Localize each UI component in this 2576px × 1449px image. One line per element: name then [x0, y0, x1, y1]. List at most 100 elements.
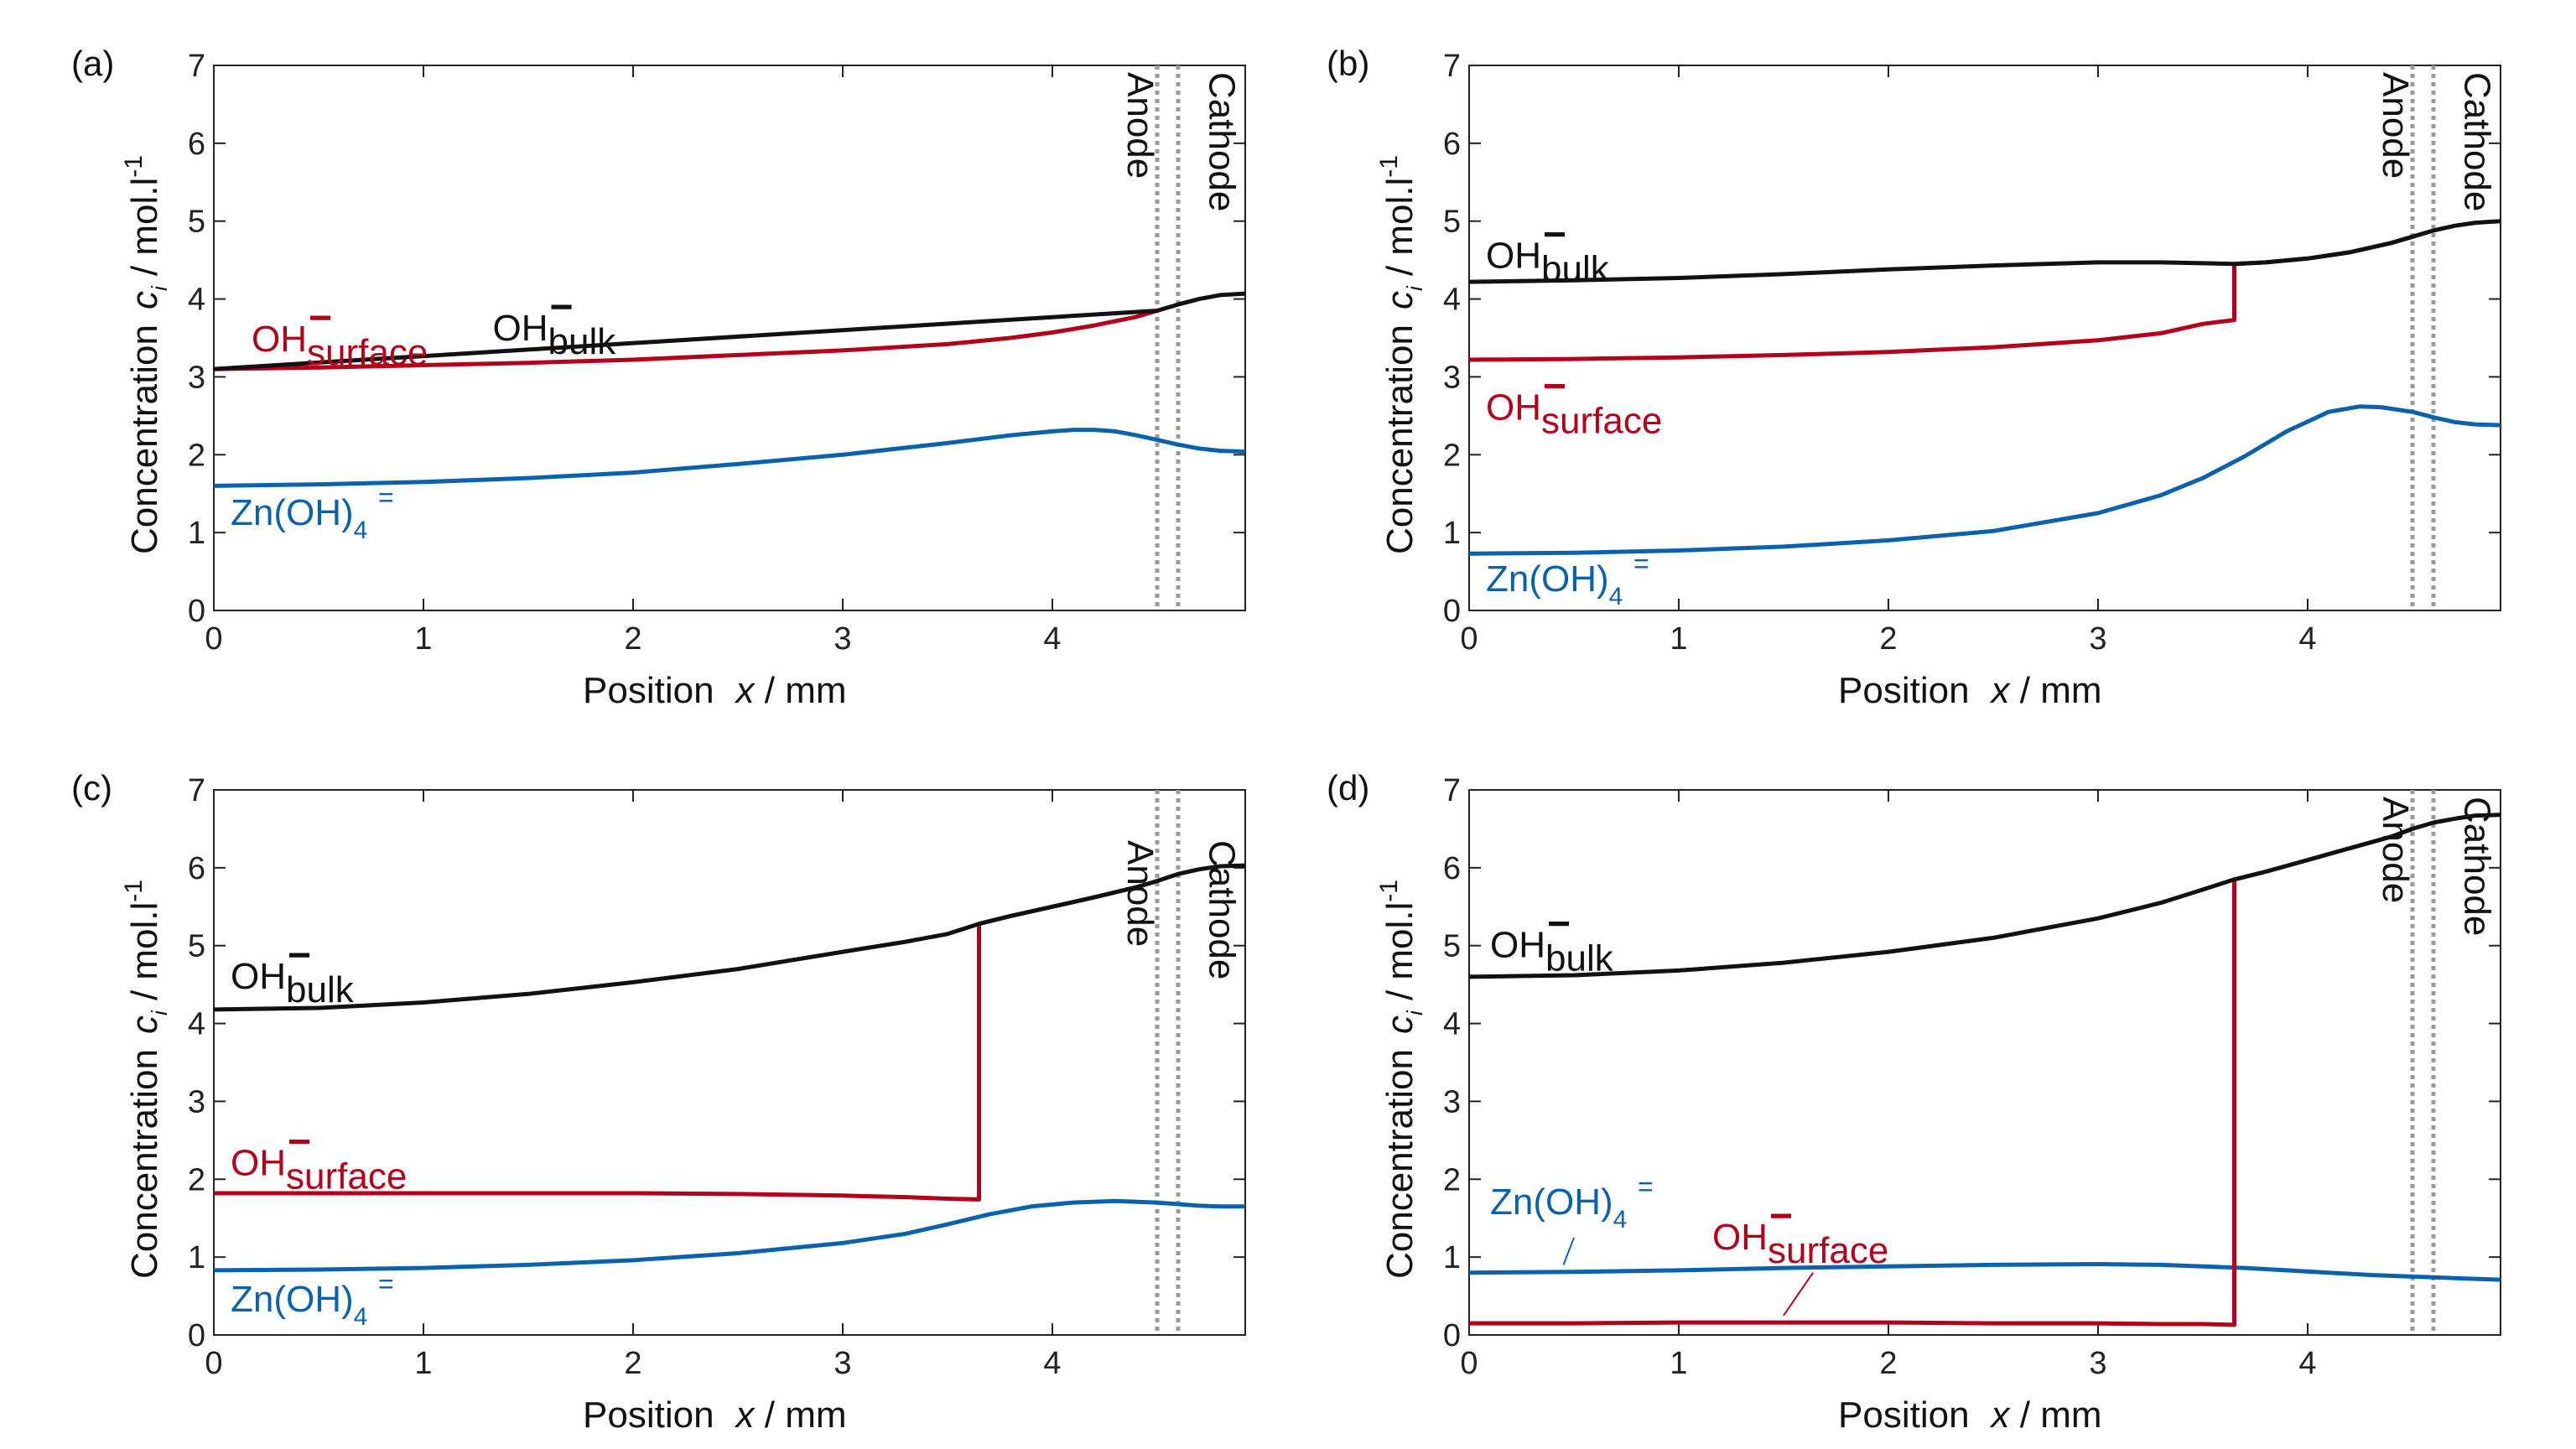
y-title-sub: i — [1402, 1010, 1427, 1015]
x-tick-label: 4 — [1043, 621, 1061, 657]
series-line-zincate — [213, 428, 1246, 488]
label-sub-surface: surface — [286, 1156, 407, 1197]
x-tick-label: 1 — [414, 621, 432, 657]
label-zn: Zn(OH) — [231, 492, 354, 533]
y-tick-label: 4 — [188, 283, 205, 318]
label-zn-sup: = — [1638, 1171, 1654, 1202]
y-tick-label: 5 — [188, 929, 205, 964]
y-title-var: c — [124, 291, 165, 309]
chart-panel-c: 0 1 2 3 4 5 6 7 0 1 2 3 4 Position x / mm Concentration… — [71, 768, 1246, 1436]
y-axis-title: Concentration ci / mol.l-1 — [1375, 880, 1427, 1279]
panel-label: (b) — [1327, 44, 1369, 83]
series-line-bulk — [1468, 219, 2501, 284]
label-sub-bulk: bulk — [1541, 248, 1610, 289]
series-label-bulk: OHbulk — [1490, 925, 1614, 979]
y-title-main: Concentration — [124, 325, 165, 554]
x-axis-title: Position x / mm — [1838, 1394, 2102, 1436]
label-sub-surface: surface — [1541, 401, 1662, 442]
y-tick-label: 7 — [1443, 49, 1461, 84]
y-title-exp: -1 — [120, 155, 148, 178]
x-title-unit: / mm — [755, 1394, 847, 1436]
cathode-label: Cathode — [1202, 840, 1243, 979]
y-title-unit: / mol.l — [1379, 178, 1420, 287]
label-sub-bulk: bulk — [1545, 938, 1614, 979]
series-line-bulk — [213, 863, 1246, 1012]
series-line-bulk — [213, 291, 1246, 371]
y-tick-label: 7 — [188, 773, 205, 808]
y-title-sub: i — [147, 1010, 172, 1015]
series-line-surface — [214, 879, 1158, 1202]
x-title-var: x — [735, 670, 756, 711]
label-zn: Zn(OH) — [1486, 558, 1609, 600]
label-zn-sup: = — [1633, 548, 1649, 579]
y-tick-label: 0 — [1443, 594, 1461, 629]
pointer-zincate — [1562, 1237, 1575, 1265]
x-tick-label: 0 — [1460, 1346, 1478, 1381]
label-oh: OH — [1490, 925, 1545, 966]
y-tick-label: 4 — [188, 1007, 205, 1042]
x-axis-title: Position x / mm — [583, 1394, 847, 1436]
x-tick-label: 1 — [1670, 621, 1687, 657]
x-tick-label: 1 — [1670, 1346, 1687, 1381]
y-title-exp: -1 — [1375, 880, 1403, 902]
y-title-unit: / mol.l — [1379, 902, 1420, 1011]
series-line-bulk — [1468, 813, 2501, 979]
anode-label: Anode — [1119, 840, 1161, 947]
y-tick-label: 5 — [1443, 929, 1461, 964]
x-tick-label: 3 — [834, 1346, 851, 1381]
y-tick-label: 5 — [188, 205, 205, 240]
y-axis-title: Concentration ci / mol.l-1 — [120, 880, 172, 1279]
x-title-main: Position — [583, 1394, 714, 1436]
label-minus: − — [1543, 365, 1566, 409]
x-title-var: x — [735, 1394, 756, 1436]
series-label-surface: OHsurface — [1486, 387, 1662, 442]
x-tick-label: 0 — [205, 1346, 222, 1381]
series-label-surface: OHsurface — [231, 1143, 407, 1197]
y-title-exp: -1 — [120, 880, 148, 902]
label-zn-sup: = — [378, 482, 394, 512]
anode-label: Anode — [2375, 797, 2416, 903]
label-zn-sup: = — [378, 1269, 394, 1299]
chart-panel-d: 0 1 2 3 4 5 6 7 0 1 2 3 4 Position x / mm Concentration… — [1327, 768, 2501, 1436]
plot-frame — [1468, 789, 2501, 1336]
x-tick-label: 3 — [2089, 1346, 2106, 1381]
x-tick-label: 4 — [1043, 1346, 1061, 1381]
x-tick-label: 2 — [624, 1346, 641, 1381]
y-tick-label: 1 — [1443, 516, 1461, 551]
series-label-zincate: Zn(OH)4 — [1490, 1182, 1627, 1233]
y-title-main: Concentration — [1379, 1049, 1420, 1279]
y-tick-label: 4 — [1443, 1007, 1461, 1042]
panel-label: (a) — [71, 44, 114, 83]
series-line-surface — [1468, 234, 2413, 362]
y-tick-label: 0 — [188, 594, 205, 629]
series-line-surface — [1469, 827, 2413, 1327]
label-minus: − — [288, 933, 311, 978]
series-label-bulk: OHbulk — [1486, 235, 1610, 289]
series-label-surface: OHsurface — [252, 319, 428, 373]
x-tick-label: 0 — [205, 621, 222, 657]
y-tick-label: 4 — [1443, 283, 1461, 318]
x-title-main: Position — [1838, 670, 1970, 711]
label-minus: − — [288, 1120, 311, 1165]
label-minus: − — [1769, 1194, 1793, 1239]
label-oh: OH — [252, 319, 307, 360]
label-zn: Zn(OH) — [1490, 1182, 1613, 1223]
y-title-var: c — [1379, 1015, 1420, 1034]
label-zn-sub: 4 — [1609, 583, 1623, 610]
x-tick-label: 2 — [1879, 1346, 1897, 1381]
y-tick-label: 2 — [1443, 1162, 1461, 1197]
x-tick-label: 3 — [834, 621, 851, 657]
label-zn-sub: 4 — [354, 1303, 368, 1331]
series-line-surface — [213, 309, 1158, 371]
x-tick-label: 4 — [2298, 621, 2316, 657]
series-label-zincate: Zn(OH)4 — [1486, 558, 1623, 610]
y-tick-label: 6 — [1443, 851, 1461, 886]
x-title-var: x — [1990, 1394, 2012, 1436]
series-line-zincate — [1468, 1262, 2501, 1282]
y-title-unit: / mol.l — [124, 902, 165, 1011]
y-title-main: Concentration — [1379, 325, 1420, 554]
series-label-bulk: OHbulk — [231, 956, 355, 1010]
series-label-zincate: Zn(OH)4 — [231, 1279, 367, 1331]
series-line-zincate — [213, 1198, 1245, 1273]
